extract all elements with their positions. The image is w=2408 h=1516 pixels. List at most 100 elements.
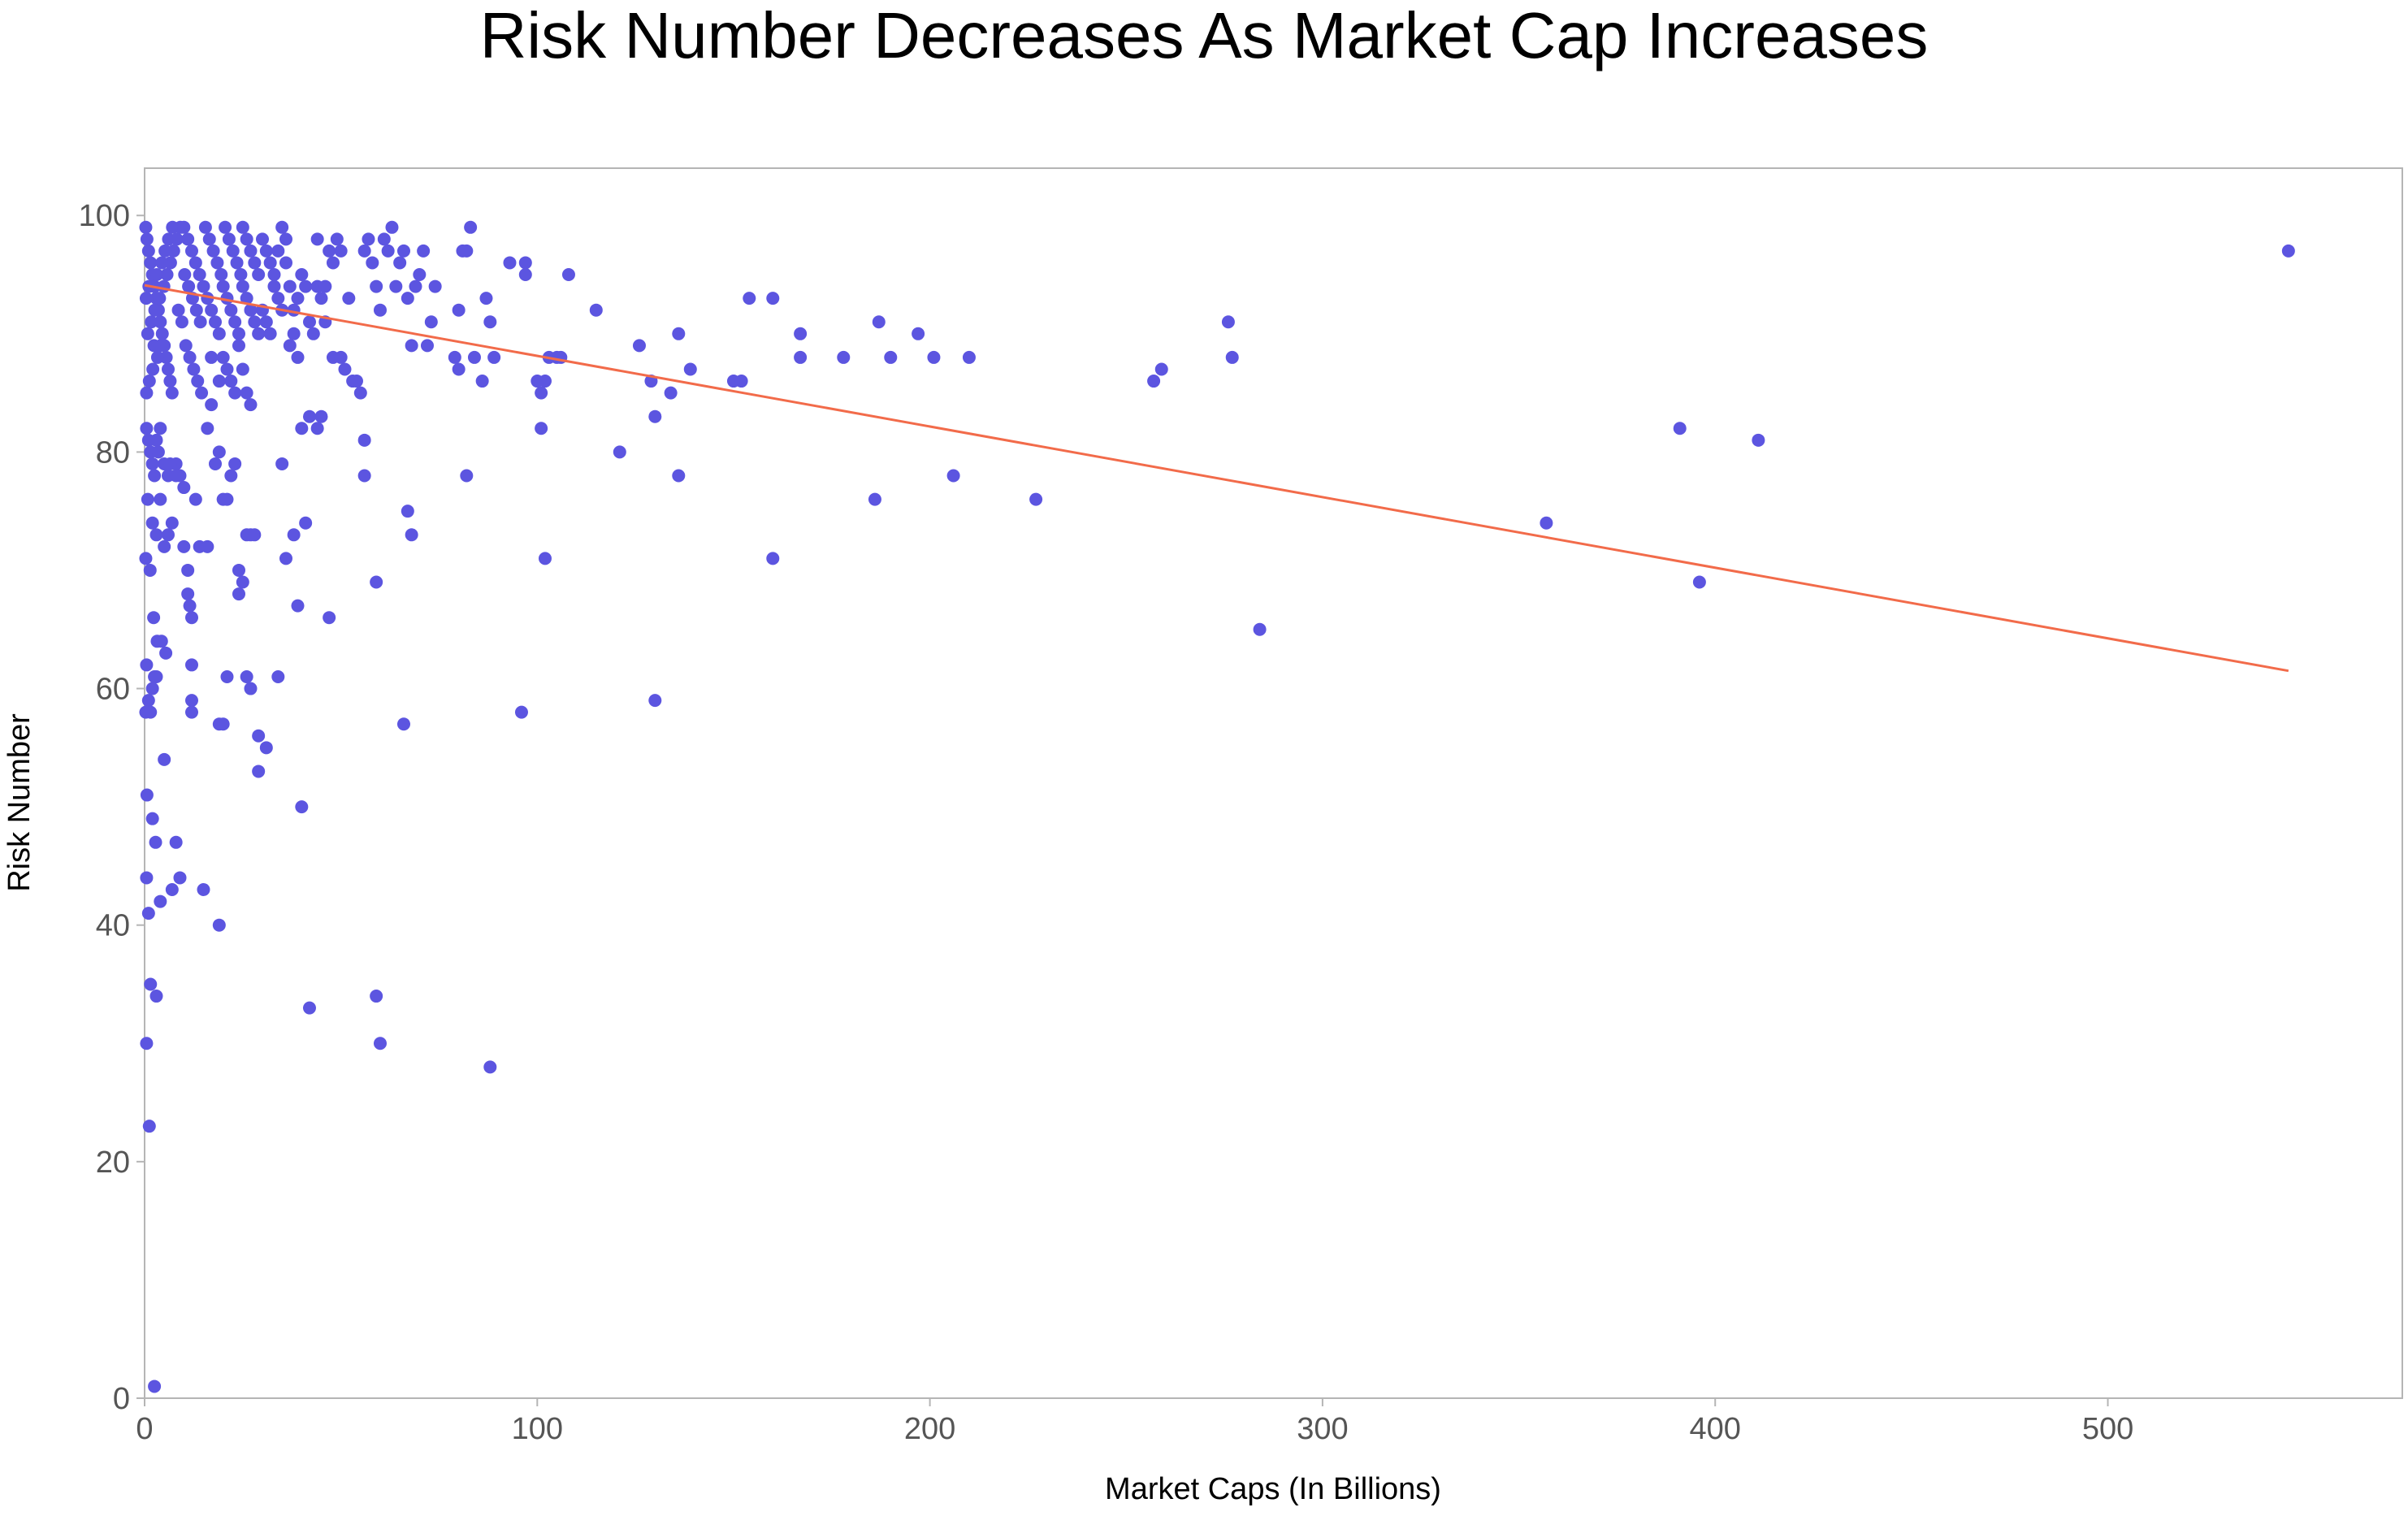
x-tick-label: 0 [136, 1412, 153, 1446]
data-point [409, 279, 422, 293]
data-point [302, 1001, 316, 1015]
data-point [175, 315, 188, 329]
data-point [210, 256, 224, 270]
data-point [295, 800, 309, 814]
data-point [154, 422, 167, 435]
data-point [154, 894, 167, 908]
data-point [240, 386, 253, 400]
data-point [1540, 516, 1553, 530]
data-point [766, 552, 780, 565]
data-point [330, 232, 344, 246]
data-point [271, 244, 285, 258]
data-point [357, 469, 371, 483]
data-point [158, 539, 171, 553]
data-point [145, 682, 159, 695]
data-point [267, 268, 281, 282]
data-point [139, 220, 153, 234]
data-point [244, 398, 258, 412]
data-point [912, 327, 925, 340]
chart-title: Risk Number Decreases As Market Cap Incr… [479, 0, 1929, 71]
data-point [794, 350, 808, 364]
data-point [743, 292, 756, 305]
data-point [342, 292, 356, 305]
data-point [302, 315, 316, 329]
data-point [236, 279, 249, 293]
data-point [259, 315, 273, 329]
data-point [160, 268, 174, 282]
data-point [1692, 575, 1706, 589]
data-point [927, 350, 941, 364]
data-point [139, 552, 153, 565]
data-point [140, 422, 154, 435]
data-point [181, 563, 195, 577]
data-point [373, 1037, 387, 1050]
data-point [393, 256, 407, 270]
data-point [144, 256, 158, 270]
data-point [220, 492, 234, 506]
data-point [672, 469, 686, 483]
data-point [140, 386, 154, 400]
data-point [648, 694, 662, 708]
data-point [946, 469, 960, 483]
data-point [252, 327, 266, 340]
data-point [145, 457, 159, 470]
data-point [417, 244, 431, 258]
data-point [208, 315, 222, 329]
data-point [338, 362, 352, 376]
data-point [323, 611, 336, 625]
data-point [244, 244, 258, 258]
data-point [373, 303, 387, 317]
data-point [1147, 375, 1161, 388]
data-point [140, 871, 154, 885]
data-point [1225, 350, 1239, 364]
data-point [163, 457, 177, 470]
data-point [158, 244, 172, 258]
data-point [310, 232, 324, 246]
data-point [205, 350, 219, 364]
data-point [334, 244, 348, 258]
data-point [244, 303, 258, 317]
data-point [483, 315, 497, 329]
data-point [381, 244, 395, 258]
data-point [148, 303, 162, 317]
data-point [171, 303, 185, 317]
data-point [149, 433, 163, 447]
data-point [197, 883, 210, 897]
data-point [145, 315, 158, 329]
data-point [366, 256, 379, 270]
data-point [310, 422, 324, 435]
data-point [518, 256, 532, 270]
data-point [212, 327, 226, 340]
data-point [291, 292, 305, 305]
data-point [184, 244, 198, 258]
data-point [872, 315, 886, 329]
data-point [291, 350, 305, 364]
data-point [1154, 362, 1168, 376]
data-points [139, 220, 2295, 1393]
data-point [183, 599, 197, 613]
data-point [318, 279, 332, 293]
y-axis-title: Risk Number [2, 713, 37, 892]
data-point [230, 256, 244, 270]
data-point [405, 339, 418, 353]
data-point [252, 268, 266, 282]
data-point [232, 587, 245, 601]
data-point [1029, 492, 1043, 506]
data-point [271, 669, 285, 683]
data-point [149, 268, 163, 282]
data-point [148, 1380, 162, 1393]
y-tick-label: 60 [96, 673, 130, 707]
data-point [2281, 244, 2295, 258]
data-point [396, 244, 410, 258]
data-point [157, 279, 171, 293]
data-point [214, 268, 228, 282]
x-tick-label: 300 [1297, 1412, 1348, 1446]
data-point [139, 705, 153, 719]
data-point [962, 350, 976, 364]
data-point [483, 1060, 497, 1074]
data-point [181, 587, 195, 601]
data-point [766, 292, 780, 305]
data-point [228, 315, 242, 329]
data-point [448, 350, 461, 364]
data-point [163, 375, 177, 388]
